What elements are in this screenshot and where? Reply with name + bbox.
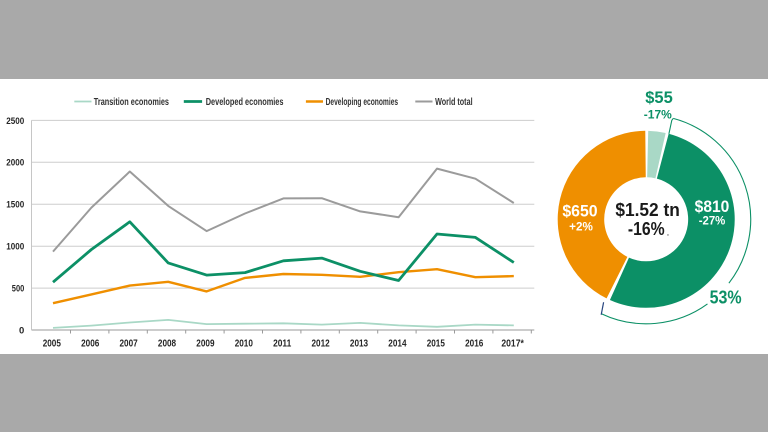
svg-text:2012: 2012	[312, 338, 331, 349]
svg-text:$55: $55	[645, 88, 673, 107]
svg-text:2014: 2014	[388, 338, 407, 349]
svg-text:-27%: -27%	[699, 214, 726, 228]
svg-text:2011: 2011	[273, 338, 292, 349]
svg-text:Developing economies: Developing economies	[326, 97, 399, 108]
svg-text:2016: 2016	[465, 338, 484, 349]
svg-text:$810: $810	[695, 197, 730, 216]
svg-text:1000: 1000	[6, 242, 24, 253]
svg-text:World total: World total	[435, 97, 473, 108]
svg-text:2017*: 2017*	[501, 338, 524, 349]
svg-text:Transition economies: Transition economies	[94, 97, 170, 108]
svg-text:2013: 2013	[350, 338, 369, 349]
svg-text:$1.52 tn: $1.52 tn	[615, 199, 680, 220]
svg-text:2500: 2500	[6, 116, 24, 127]
svg-text:2005: 2005	[43, 338, 62, 349]
svg-text:+2%: +2%	[569, 220, 593, 234]
svg-text:2009: 2009	[196, 338, 215, 349]
svg-text:2006: 2006	[81, 338, 100, 349]
svg-text:-16%: -16%	[628, 218, 665, 239]
svg-text:2015: 2015	[427, 338, 446, 349]
svg-text:2007: 2007	[120, 338, 139, 349]
svg-text:$650: $650	[562, 202, 597, 221]
svg-text:Developed economies: Developed economies	[206, 97, 284, 108]
svg-text:-17%: -17%	[644, 108, 672, 122]
svg-text:2000: 2000	[6, 158, 24, 169]
svg-text:.: .	[667, 231, 669, 238]
svg-text:2010: 2010	[235, 338, 254, 349]
svg-text:2008: 2008	[158, 338, 177, 349]
svg-text:0: 0	[19, 325, 24, 336]
svg-text:1500: 1500	[6, 200, 24, 211]
svg-text:53%: 53%	[710, 288, 742, 308]
svg-text:500: 500	[12, 284, 25, 295]
